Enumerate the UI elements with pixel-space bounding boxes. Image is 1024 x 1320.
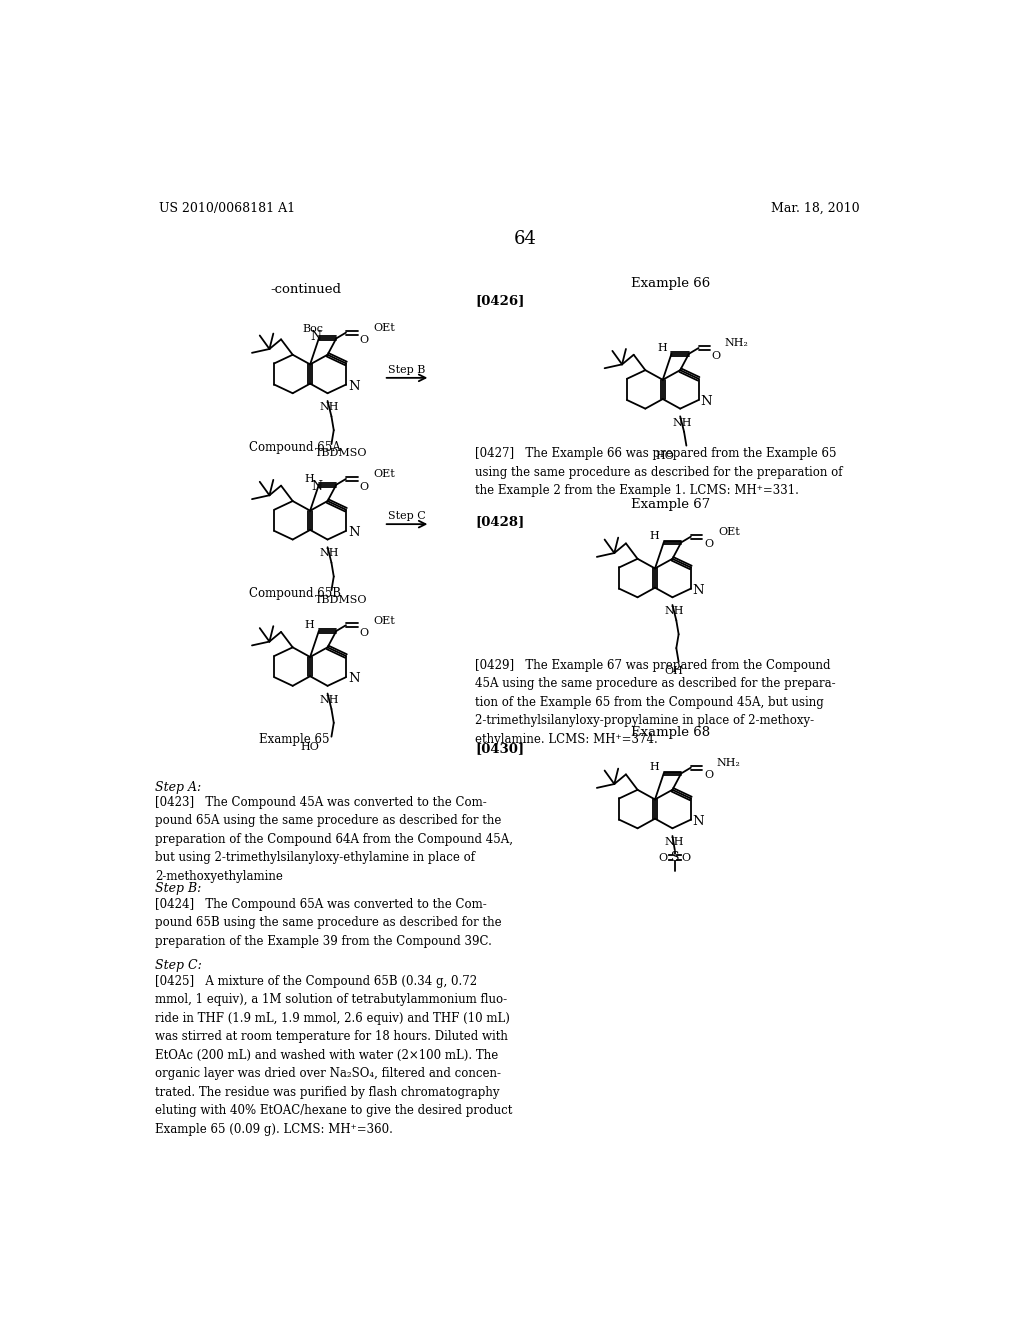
Text: O: O [359,482,369,491]
Text: O: O [359,628,369,638]
Text: [0427]   The Example 66 was prepared from the Example 65
using the same procedur: [0427] The Example 66 was prepared from … [475,447,843,498]
Text: H: H [305,474,314,483]
Text: N: N [700,395,712,408]
Text: NH: NH [665,837,684,847]
Text: [0426]: [0426] [475,294,524,308]
Text: NH: NH [319,548,339,558]
Text: NH: NH [672,417,691,428]
Text: N: N [348,525,359,539]
Text: 64: 64 [513,230,537,248]
Text: NH: NH [319,694,339,705]
Text: H: H [305,620,314,630]
Text: Mar. 18, 2010: Mar. 18, 2010 [771,202,860,215]
Text: O: O [705,771,714,780]
Text: N: N [693,583,705,597]
Text: Step C:: Step C: [155,960,202,973]
Text: NH: NH [319,403,339,412]
Text: OEt: OEt [373,615,395,626]
Text: H: H [649,762,659,772]
Text: NH₂: NH₂ [724,338,749,348]
Text: H: H [657,343,667,352]
Text: HO: HO [300,742,319,752]
Text: [0429]   The Example 67 was prepared from the Compound
45A using the same proced: [0429] The Example 67 was prepared from … [475,659,836,746]
Text: Step B:: Step B: [155,882,202,895]
Text: Example 65: Example 65 [259,733,330,746]
Text: [0423]   The Compound 45A was converted to the Com-
pound 65A using the same pro: [0423] The Compound 45A was converted to… [155,796,513,883]
Text: OEt: OEt [373,323,395,333]
Text: [0424]   The Compound 65A was converted to the Com-
pound 65B using the same pro: [0424] The Compound 65A was converted to… [155,898,502,948]
Text: H: H [649,531,659,541]
Text: -continued: -continued [270,282,342,296]
Text: O: O [658,853,668,862]
Text: Compound 65A: Compound 65A [249,441,341,454]
Text: OEt: OEt [718,527,739,537]
Text: S: S [671,851,679,865]
Text: N: N [693,814,705,828]
Text: NH: NH [665,606,684,616]
Text: Example 66: Example 66 [631,277,710,289]
Text: US 2010/0068181 A1: US 2010/0068181 A1 [159,202,295,215]
Text: O: O [712,351,721,360]
Text: OEt: OEt [373,470,395,479]
Text: O: O [705,540,714,549]
Text: Step C: Step C [388,511,426,520]
Text: [0428]: [0428] [475,515,524,528]
Text: Example 67: Example 67 [631,499,710,511]
Text: NH₂: NH₂ [717,758,740,768]
Text: Boc: Boc [302,325,324,334]
Text: Step B: Step B [388,366,426,375]
Text: Step A:: Step A: [155,780,202,793]
Text: N: N [311,479,322,492]
Text: N: N [348,672,359,685]
Text: Compound 65B: Compound 65B [249,587,341,601]
Text: HO: HO [655,451,674,462]
Text: N: N [310,330,322,343]
Text: OH: OH [665,667,683,676]
Text: O: O [682,853,691,862]
Text: [0430]: [0430] [475,742,524,755]
Text: O: O [359,335,369,346]
Text: N: N [348,380,359,392]
Text: [0425]   A mixture of the Compound 65B (0.34 g, 0.72
mmol, 1 equiv), a 1M soluti: [0425] A mixture of the Compound 65B (0.… [155,974,512,1135]
Text: TBDMSO: TBDMSO [314,449,367,458]
Text: TBDMSO: TBDMSO [314,594,367,605]
Text: Example 68: Example 68 [631,726,710,739]
